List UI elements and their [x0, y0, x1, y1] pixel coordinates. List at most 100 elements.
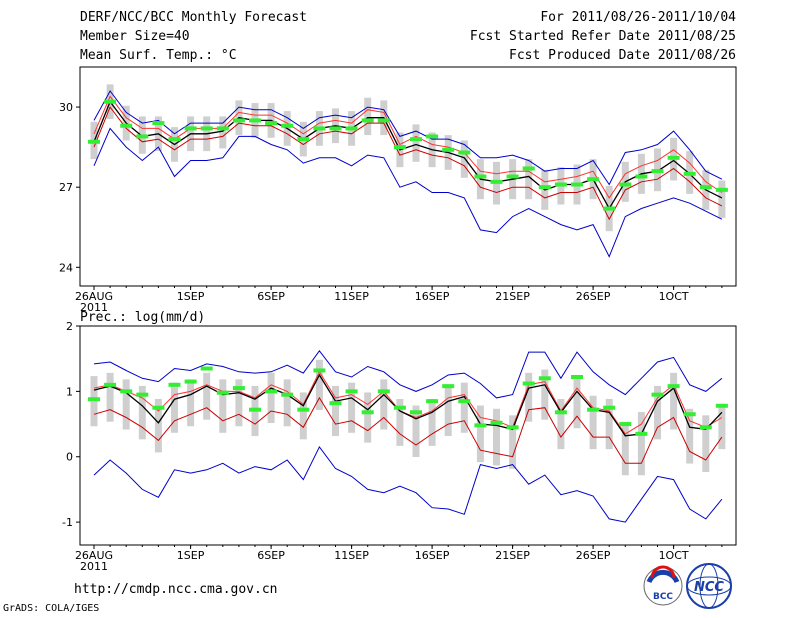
member-size: Member Size=40: [80, 29, 190, 44]
prec-spread-bar-31: [589, 395, 597, 450]
prec-median-mark-2: [120, 389, 133, 394]
precip-panel-label: Prec.: log(mm/d): [80, 310, 206, 325]
prec-spread-bar-33: [621, 421, 629, 476]
prec-spread-bar-14: [315, 359, 323, 410]
prec-x-tick-label-3: 11SEP: [334, 549, 369, 562]
prec-x-tick-year-label: 2011: [80, 560, 108, 573]
prec-x-tick-label-6: 26SEP: [576, 549, 611, 562]
prec-median-mark-24: [474, 423, 487, 428]
prec-spread-bar-19: [396, 398, 404, 446]
bcc-logo: BCC: [643, 565, 683, 606]
prec-spread-bar-1: [106, 372, 114, 422]
temp-median-mark-32: [603, 206, 616, 211]
prec-spread-bar-17: [364, 392, 372, 443]
temp-plot-frame: [79, 66, 737, 287]
forecast-started-date: Fcst Started Refer Date 2011/08/25: [469, 29, 736, 44]
temp-median-mark-19: [393, 145, 406, 150]
prec-max-line: [93, 349, 723, 399]
prec-mean-line: [93, 373, 723, 437]
prec-spread-bar-4: [154, 398, 162, 453]
temp-median-mark-13: [297, 137, 310, 142]
prec-median-mark-13: [297, 407, 310, 412]
prec-median-mark-31: [587, 407, 600, 412]
temp-median-mark-21: [426, 134, 439, 139]
grads-credit: GrADS: COLA/IGES: [3, 603, 100, 614]
temp-min-line: [93, 127, 723, 258]
prec-spread-bar-2: [122, 379, 130, 430]
temp-median-mark-23: [458, 150, 471, 155]
prec-spread-bar-28: [541, 369, 549, 420]
temp-lower-line: [93, 106, 723, 221]
temp-median-mark-37: [683, 171, 696, 176]
prec-spread-bar-23: [460, 382, 468, 433]
temp-median-mark-1: [104, 99, 117, 104]
prec-median-mark-17: [361, 410, 374, 415]
prec-median-mark-15: [329, 401, 342, 406]
temp-median-mark-20: [410, 137, 422, 142]
prec-spread-bar-3: [138, 385, 146, 440]
temp-median-mark-29: [554, 182, 567, 187]
prec-spread-bar-37: [686, 408, 694, 464]
prec-spread-bar-13: [299, 392, 307, 440]
temp-median-mark-12: [281, 123, 294, 128]
prec-spread-bar-36: [670, 372, 678, 430]
temp-spread-bar-23: [460, 140, 468, 178]
temp-spread-bar-17: [364, 97, 372, 136]
prec-median-mark-14: [313, 368, 326, 373]
temp-spread-bar-39: [718, 180, 726, 218]
chart-title: DERF/NCC/BCC Monthly Forecast: [80, 10, 307, 25]
prec-spread-bar-11: [267, 372, 275, 423]
prec-median-mark-35: [651, 392, 664, 397]
temp-max-line: [93, 90, 723, 186]
temp-median-mark-35: [651, 169, 664, 174]
prec-median-mark-38: [699, 425, 712, 430]
bcc-logo-text: BCC: [653, 592, 673, 602]
temp-x-tick-year-label: 2011: [80, 301, 108, 314]
prec-median-mark-28: [538, 376, 551, 381]
prec-spread-bar-21: [428, 398, 436, 446]
prec-x-tick-label-7: 1OCT: [659, 549, 689, 562]
prec-median-mark-23: [458, 399, 471, 404]
prec-min-line: [93, 445, 723, 523]
temp-median-mark-27: [522, 166, 535, 171]
prec-plot-frame: [79, 325, 737, 546]
ncc-logo-text: NCC: [694, 580, 724, 595]
temp-x-tick-label-5: 21SEP: [495, 290, 530, 303]
prec-spread-bar-34: [637, 412, 645, 476]
temp-median-mark-2: [120, 123, 133, 128]
prec-spread-bar-7: [203, 372, 211, 420]
prec-median-mark-3: [136, 392, 149, 397]
ncc-logo: NCC: [686, 563, 732, 609]
prec-median-mark-34: [635, 431, 648, 436]
temp-median-mark-36: [667, 155, 680, 160]
prec-y-tick-label-2: 1: [66, 385, 73, 398]
temp-spread-bar-27: [525, 159, 533, 200]
prec-x-tick-label-4: 16SEP: [415, 549, 450, 562]
temp-median-mark-10: [249, 118, 261, 123]
prec-spread-bar-29: [557, 398, 565, 450]
source-url[interactable]: http://cmdp.ncc.cma.gov.cn: [74, 582, 278, 597]
prec-median-mark-0: [88, 397, 100, 402]
prec-median-mark-9: [232, 386, 245, 391]
temp-median-mark-31: [587, 177, 600, 182]
prec-median-mark-10: [249, 407, 261, 412]
prec-median-mark-18: [377, 389, 390, 394]
prec-median-mark-11: [265, 389, 278, 394]
prec-median-mark-20: [410, 410, 422, 415]
prec-lower-line: [93, 396, 723, 464]
prec-spread-bar-6: [187, 379, 195, 427]
temp-x-tick-label-2: 6SEP: [257, 290, 285, 303]
prec-median-mark-1: [104, 382, 117, 387]
forecast-period: For 2011/08/26-2011/10/04: [540, 10, 736, 25]
temp-median-mark-6: [184, 126, 197, 131]
prec-spread-bar-24: [476, 405, 484, 463]
temp-x-tick-label-0: 26AUG: [75, 290, 113, 303]
temp-x-tick-label-3: 11SEP: [334, 290, 369, 303]
temp-median-mark-3: [136, 134, 149, 139]
temp-y-tick-label-2: 30: [59, 101, 73, 114]
prec-median-mark-33: [619, 422, 632, 427]
prec-median-mark-29: [554, 410, 567, 415]
logos: BCC NCC: [643, 563, 732, 609]
